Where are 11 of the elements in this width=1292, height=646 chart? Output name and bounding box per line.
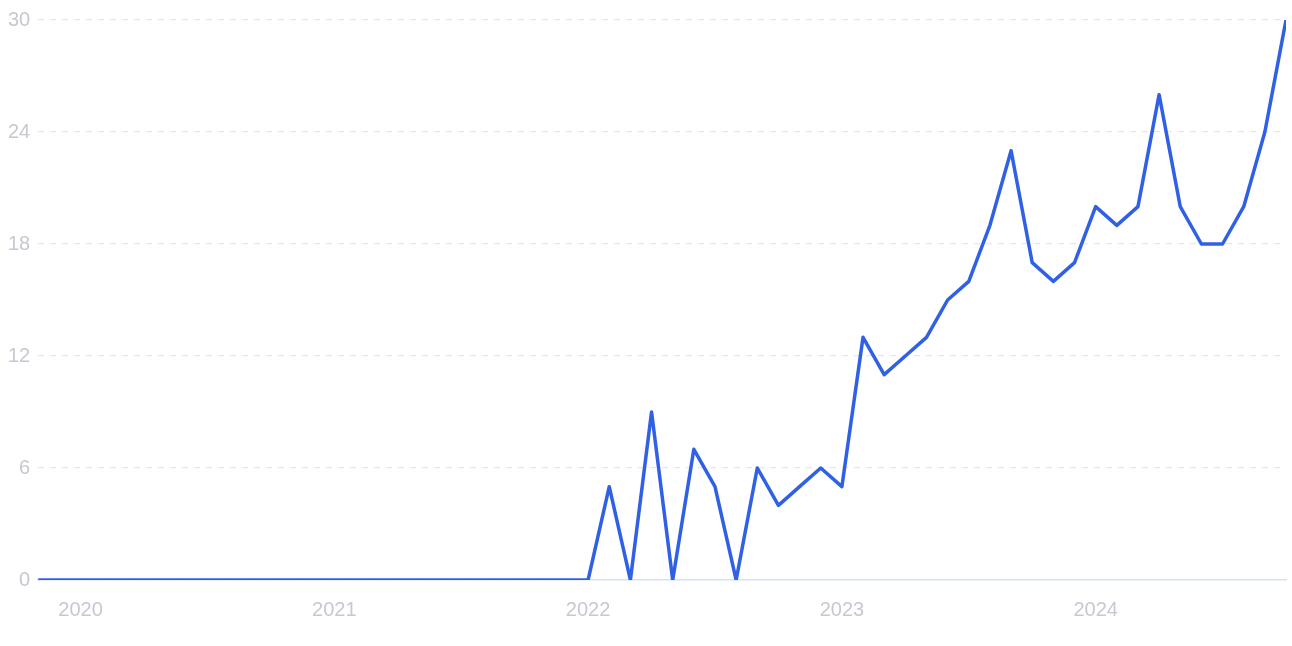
x-tick-label: 2023 [819,597,865,620]
x-tick-label: 2021 [312,597,357,620]
x-tick-label: 2022 [565,597,611,620]
y-tick-label: 6 [19,455,31,478]
y-tick-label: 24 [8,119,31,142]
y-tick-label: 18 [8,231,31,254]
x-tick-label: 2024 [1073,597,1118,620]
x-tick-label: 2020 [58,597,103,620]
y-tick-label: 30 [8,7,31,30]
y-tick-label: 12 [8,343,31,366]
y-tick-label: 0 [19,567,31,590]
